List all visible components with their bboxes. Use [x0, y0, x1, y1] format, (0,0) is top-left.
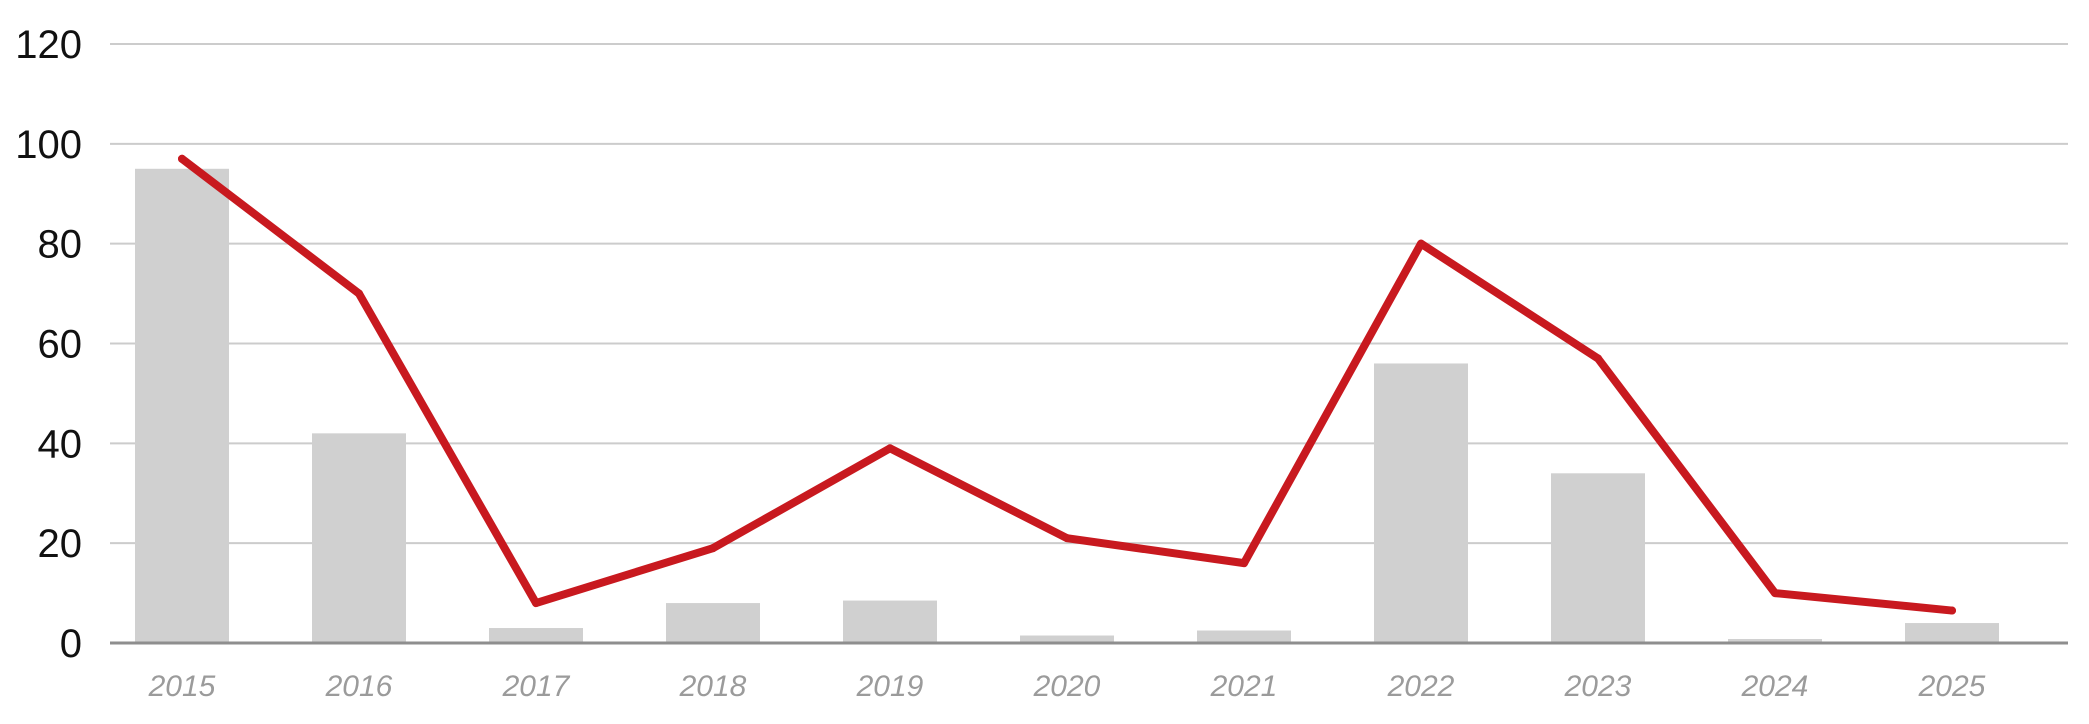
x-tick-label: 2022 [1387, 670, 1455, 703]
line-series [178, 154, 1956, 615]
bar-series [135, 168, 1999, 643]
bar-2025 [1905, 623, 1999, 643]
bar-2022 [1374, 363, 1468, 643]
line-point-2021 [1240, 559, 1248, 568]
bar-2015 [135, 168, 229, 643]
y-tick-label: 40 [38, 422, 83, 466]
x-tick-label: 2025 [1918, 670, 1986, 703]
x-tick-label: 2017 [502, 670, 571, 703]
x-tick-label: 2019 [856, 670, 924, 703]
x-tick-label: 2020 [1033, 670, 1101, 703]
x-tick-label: 2016 [325, 670, 393, 703]
line-point-2018 [709, 544, 717, 553]
x-axis-ticks: 2015 2016 2017 2018 2019 2020 2021 2022 2023 2024… [148, 670, 1986, 703]
bar-2021 [1197, 630, 1291, 643]
line-point-2017 [532, 599, 540, 608]
line-point-2023 [1594, 354, 1602, 363]
y-tick-label: 80 [38, 223, 83, 267]
y-tick-label: 0 [60, 622, 82, 666]
x-tick-label: 2018 [679, 670, 747, 703]
bar-2018 [666, 603, 760, 643]
x-tick-label: 2024 [1741, 670, 1809, 703]
line-point-2015 [178, 154, 186, 163]
bar-2017 [489, 628, 583, 643]
x-tick-label: 2021 [1210, 670, 1278, 703]
y-axis-ticks: 0 20 40 60 80 100 120 [15, 23, 82, 666]
line-point-2020 [1063, 534, 1071, 543]
y-tick-label: 120 [15, 23, 82, 67]
y-tick-label: 20 [38, 522, 83, 566]
line-point-2024 [1771, 589, 1779, 598]
line-point-2016 [355, 289, 363, 298]
bar-2020 [1020, 635, 1114, 643]
x-tick-label: 2015 [148, 670, 216, 703]
bar-2024 [1728, 639, 1822, 643]
bar-2023 [1551, 473, 1645, 643]
x-tick-label: 2023 [1564, 670, 1632, 703]
bar-2016 [312, 433, 406, 643]
bar-2019 [843, 600, 937, 643]
line-point-2019 [886, 444, 894, 453]
y-tick-label: 100 [15, 123, 82, 167]
y-tick-label: 60 [38, 323, 83, 367]
line-point-2022 [1417, 239, 1425, 248]
line-point-2025 [1948, 606, 1956, 615]
